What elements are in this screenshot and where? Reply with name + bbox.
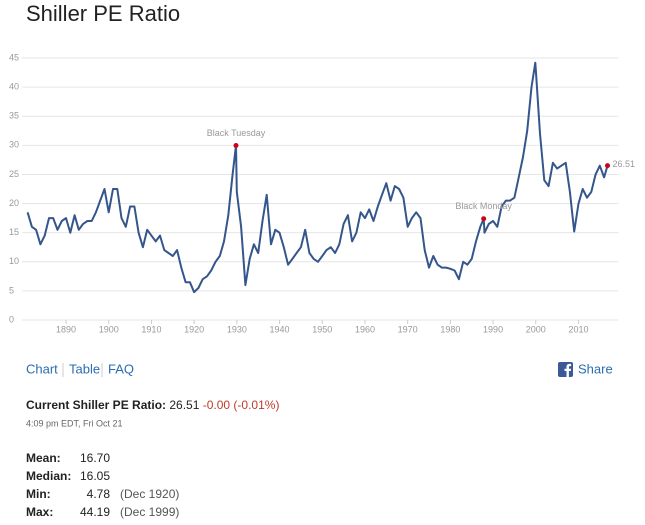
x-tick-label: 1940 [270, 324, 290, 334]
y-tick-label: 20 [9, 198, 19, 208]
stat-value: 4.78 [87, 487, 111, 501]
stat-value: 16.70 [80, 451, 110, 465]
stats: Mean: 16.70 Median: 16.05 Min: 4.78 (Dec 1920)… [26, 451, 179, 519]
stat-value: 16.05 [80, 469, 110, 483]
y-tick-label: 45 [9, 52, 19, 62]
nav-link[interactable]: Chart [26, 361, 58, 376]
y-tick-label: 10 [9, 256, 19, 266]
x-tick-label: 1910 [141, 324, 161, 334]
stat-label: Min: [26, 487, 51, 501]
nav-link[interactable]: Table [69, 361, 100, 376]
facebook-f [564, 363, 572, 378]
x-tick-label: 1960 [355, 324, 375, 334]
current-value: 26.51 [169, 398, 199, 412]
x-tick-label: 1890 [56, 324, 76, 334]
timestamp: 4:09 pm EDT, Fri Oct 21 [26, 418, 123, 428]
x-tick-label: 1920 [184, 324, 204, 334]
event-marker [605, 163, 611, 169]
stat-label: Mean: [26, 451, 61, 465]
nav: Chart Table FAQ [26, 361, 134, 377]
y-tick-label: 5 [9, 285, 14, 295]
x-tick-label: 1990 [483, 324, 503, 334]
y-tick-label: 15 [9, 227, 19, 237]
share[interactable]: Share [558, 361, 613, 378]
page-title: Shiller PE Ratio [26, 1, 180, 26]
stat-date: (Dec 1999) [120, 505, 179, 519]
x-tick-label: 2000 [526, 324, 546, 334]
current-line: Current Shiller PE Ratio: 26.51 -0.00 (-… [26, 398, 279, 412]
event-marker [481, 216, 487, 222]
annotation: Black Monday [455, 201, 512, 211]
x-tick-label: 1950 [312, 324, 332, 334]
stat-label: Max: [26, 505, 53, 519]
current-change: -0.00 (-0.01%) [203, 398, 280, 412]
share-label[interactable]: Share [578, 361, 613, 376]
y-tick-label: 0 [9, 314, 14, 324]
last-value-label: 26.51 [613, 159, 636, 169]
x-tick-label: 2010 [568, 324, 588, 334]
x-tick-label: 1970 [398, 324, 418, 334]
line-series [26, 61, 609, 294]
x-tick-label: 1980 [440, 324, 460, 334]
annotation: Black Tuesday [207, 128, 266, 138]
chart: 0 5 10 15 20 25 30 35 40 45 1890 1900 1910 1920 1930 19… [9, 52, 635, 334]
stat-date: (Dec 1920) [120, 487, 179, 501]
nav-link[interactable]: FAQ [108, 361, 134, 376]
stat-value: 44.19 [80, 505, 110, 519]
x-tick-label: 1900 [99, 324, 119, 334]
event-marker [233, 143, 239, 149]
current-label: Current Shiller PE Ratio: [26, 398, 166, 412]
x-tick-label: 1930 [227, 324, 247, 334]
stat-label: Median: [26, 469, 71, 483]
y-tick-label: 35 [9, 111, 19, 121]
y-tick-label: 40 [9, 81, 19, 91]
y-tick-label: 30 [9, 140, 19, 150]
y-tick-label: 25 [9, 169, 19, 179]
